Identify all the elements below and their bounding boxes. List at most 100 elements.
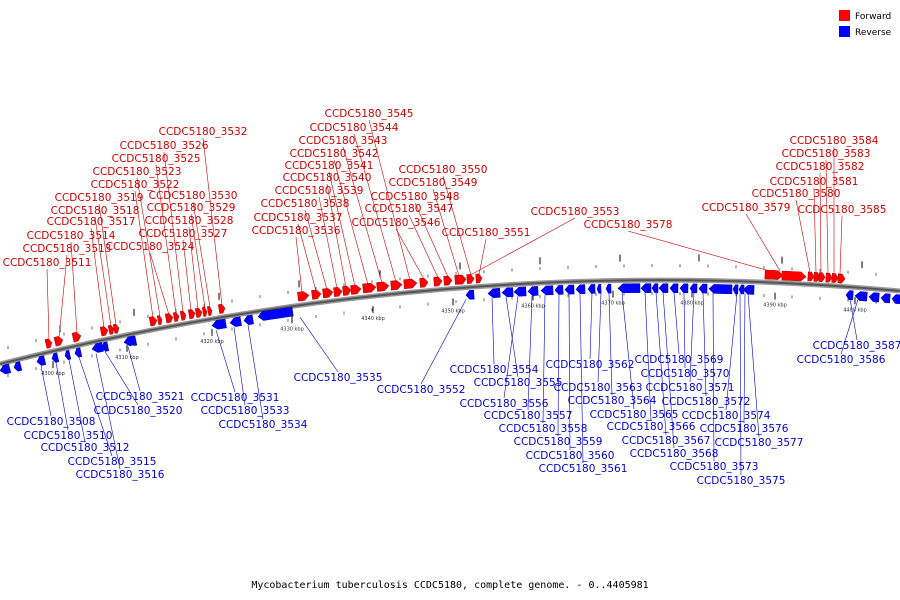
forward-gene-CCDC5180_3584[interactable]: [831, 273, 839, 283]
reverse-gene-extra-42[interactable]: [891, 294, 900, 305]
reverse-gene-CCDC5180_3508[interactable]: [0, 363, 12, 375]
forward-gene-CCDC5180_3578[interactable]: [764, 269, 784, 280]
reverse-gene-CCDC5180_3570[interactable]: [651, 283, 659, 293]
reverse-gene-CCDC5180_3587[interactable]: [742, 285, 755, 295]
forward-gene-label[interactable]: CCDC5180_3539: [275, 185, 364, 197]
reverse-gene-CCDC5180_3563[interactable]: [564, 284, 575, 295]
reverse-gene-CCDC5180_3558[interactable]: [501, 287, 514, 298]
forward-gene-CCDC5180_3581[interactable]: [813, 271, 821, 282]
forward-gene-label[interactable]: CCDC5180_3543: [299, 135, 388, 147]
forward-gene-label[interactable]: CCDC5180_3551: [442, 227, 531, 239]
forward-gene-CCDC5180_3530[interactable]: [206, 306, 213, 316]
reverse-gene-extra-38[interactable]: [845, 290, 854, 301]
reverse-gene-CCDC5180_3555[interactable]: [257, 306, 294, 321]
reverse-gene-extra-40[interactable]: [868, 292, 880, 303]
forward-gene-label[interactable]: CCDC5180_3550: [399, 164, 488, 176]
reverse-gene-label[interactable]: CCDC5180_3568: [630, 448, 719, 460]
reverse-gene-CCDC5180_3573[interactable]: [679, 283, 689, 294]
forward-gene-label[interactable]: CCDC5180_3517: [47, 216, 136, 228]
reverse-gene-label[interactable]: CCDC5180_3508: [7, 416, 96, 428]
reverse-gene-CCDC5180_3566[interactable]: [596, 284, 602, 294]
forward-gene-CCDC5180_3511[interactable]: [44, 338, 53, 349]
reverse-gene-CCDC5180_3564[interactable]: [575, 284, 586, 295]
forward-gene-label[interactable]: CCDC5180_3528: [145, 215, 234, 227]
reverse-gene-label[interactable]: CCDC5180_3554: [450, 364, 539, 376]
forward-gene-CCDC5180_3538[interactable]: [322, 288, 334, 299]
reverse-gene-CCDC5180_3586[interactable]: [738, 284, 745, 295]
reverse-gene-CCDC5180_3556[interactable]: [465, 289, 475, 300]
reverse-gene-extra-39[interactable]: [854, 291, 868, 302]
reverse-gene-label[interactable]: CCDC5180_3515: [68, 456, 157, 468]
forward-gene-label[interactable]: CCDC5180_3519: [55, 192, 144, 204]
reverse-gene-label[interactable]: CCDC5180_3573: [670, 461, 759, 473]
reverse-gene-label[interactable]: CCDC5180_3557: [484, 410, 573, 422]
forward-gene-CCDC5180_3514[interactable]: [71, 331, 82, 343]
forward-gene-label[interactable]: CCDC5180_3580: [752, 188, 841, 200]
forward-gene-CCDC5180_3545[interactable]: [403, 278, 418, 290]
forward-gene-label[interactable]: CCDC5180_3529: [147, 202, 236, 214]
reverse-gene-CCDC5180_3510[interactable]: [13, 361, 23, 372]
forward-gene-CCDC5180_3540[interactable]: [342, 285, 352, 296]
forward-gene-CCDC5180_3518[interactable]: [107, 324, 115, 335]
forward-gene-label[interactable]: CCDC5180_3585: [798, 204, 887, 216]
forward-gene-CCDC5180_3526[interactable]: [179, 310, 187, 321]
forward-gene-CCDC5180_3543[interactable]: [376, 281, 390, 292]
reverse-gene-CCDC5180_3535[interactable]: [211, 318, 227, 330]
reverse-gene-CCDC5180_3512[interactable]: [36, 355, 47, 367]
reverse-gene-label[interactable]: CCDC5180_3570: [641, 368, 730, 380]
forward-gene-label[interactable]: CCDC5180_3523: [93, 166, 182, 178]
forward-gene-label[interactable]: CCDC5180_3514: [27, 230, 116, 242]
reverse-gene-label[interactable]: CCDC5180_3561: [539, 463, 628, 475]
reverse-gene-label[interactable]: CCDC5180_3516: [76, 469, 165, 481]
forward-gene-label[interactable]: CCDC5180_3524: [106, 241, 195, 253]
forward-gene-label[interactable]: CCDC5180_3579: [702, 202, 791, 214]
forward-gene-label[interactable]: CCDC5180_3582: [776, 161, 865, 173]
forward-gene-label[interactable]: CCDC5180_3532: [159, 126, 248, 138]
forward-gene-CCDC5180_3553[interactable]: [457, 274, 467, 285]
forward-gene-CCDC5180_3519[interactable]: [112, 323, 120, 334]
forward-gene-label[interactable]: CCDC5180_3537: [254, 212, 343, 224]
forward-gene-label[interactable]: CCDC5180_3546: [352, 217, 441, 229]
reverse-gene-label[interactable]: CCDC5180_3567: [622, 435, 711, 447]
forward-gene-CCDC5180_3582[interactable]: [818, 272, 826, 283]
reverse-gene-label[interactable]: CCDC5180_3572: [662, 396, 751, 408]
reverse-gene-CCDC5180_3568[interactable]: [617, 283, 641, 294]
forward-gene-CCDC5180_3544[interactable]: [390, 280, 403, 291]
forward-gene-CCDC5180_3532[interactable]: [217, 303, 226, 314]
forward-gene-CCDC5180_3546[interactable]: [419, 277, 429, 288]
reverse-gene-CCDC5180_3569[interactable]: [640, 283, 652, 293]
forward-gene-CCDC5180_3523[interactable]: [156, 315, 163, 326]
reverse-gene-label[interactable]: CCDC5180_3533: [201, 405, 290, 417]
forward-gene-label[interactable]: CCDC5180_3544: [310, 122, 399, 134]
reverse-gene-CCDC5180_3577[interactable]: [732, 284, 739, 295]
forward-gene-CCDC5180_3513[interactable]: [53, 336, 64, 347]
reverse-gene-label[interactable]: CCDC5180_3531: [191, 392, 280, 404]
forward-gene-label[interactable]: CCDC5180_3583: [782, 148, 871, 160]
forward-gene-label[interactable]: CCDC5180_3584: [790, 135, 879, 147]
reverse-gene-label[interactable]: CCDC5180_3510: [24, 430, 113, 442]
reverse-gene-CCDC5180_3572[interactable]: [669, 283, 679, 293]
reverse-gene-CCDC5180_3531[interactable]: [101, 341, 110, 352]
reverse-gene-label[interactable]: CCDC5180_3512: [41, 442, 130, 454]
reverse-gene-extra-41[interactable]: [880, 293, 891, 304]
reverse-gene-label[interactable]: CCDC5180_3558: [499, 423, 588, 435]
forward-gene-label[interactable]: CCDC5180_3553: [531, 206, 620, 218]
reverse-gene-CCDC5180_3560[interactable]: [527, 286, 539, 296]
forward-gene-label[interactable]: CCDC5180_3526: [120, 140, 209, 152]
forward-gene-CCDC5180_3541[interactable]: [350, 284, 362, 295]
forward-gene-CCDC5180_3537[interactable]: [311, 289, 322, 300]
reverse-gene-CCDC5180_3516[interactable]: [64, 349, 72, 360]
reverse-gene-CCDC5180_3552[interactable]: [229, 316, 242, 328]
forward-gene-CCDC5180_3524[interactable]: [164, 313, 174, 324]
reverse-gene-label[interactable]: CCDC5180_3569: [635, 354, 724, 366]
forward-gene-label[interactable]: CCDC5180_3522: [91, 179, 180, 191]
reverse-gene-label[interactable]: CCDC5180_3521: [96, 391, 185, 403]
forward-gene-label[interactable]: CCDC5180_3518: [51, 205, 140, 217]
forward-gene-label[interactable]: CCDC5180_3527: [139, 228, 228, 240]
forward-gene-label[interactable]: CCDC5180_3542: [290, 148, 379, 160]
reverse-gene-label[interactable]: CCDC5180_3577: [715, 437, 804, 449]
forward-gene-label[interactable]: CCDC5180_3547: [365, 203, 454, 215]
reverse-gene-CCDC5180_3561[interactable]: [540, 285, 554, 296]
reverse-gene-label[interactable]: CCDC5180_3552: [377, 384, 466, 396]
reverse-gene-CCDC5180_3571[interactable]: [658, 283, 669, 293]
